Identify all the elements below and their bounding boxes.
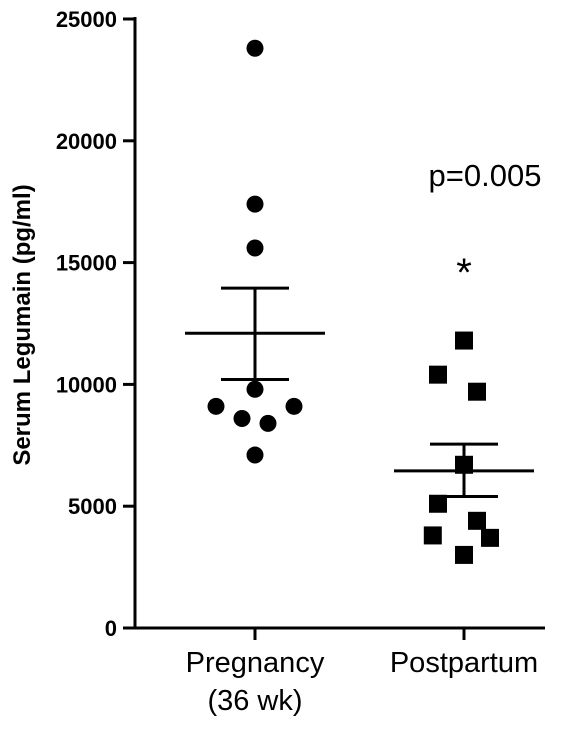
data-point (285, 397, 303, 415)
y-axis-label: Serum Legumain (pg/ml) (9, 184, 36, 465)
data-point (429, 494, 447, 513)
data-point (207, 397, 225, 415)
data-point (455, 331, 473, 350)
x-category-label: Pregnancy (186, 647, 325, 679)
y-tick-label: 25000 (56, 7, 117, 32)
data-point (246, 195, 264, 213)
y-tick-label: 15000 (56, 251, 117, 276)
data-point (233, 410, 251, 428)
data-point (246, 39, 264, 57)
data-point (246, 380, 264, 398)
data-point (481, 528, 499, 547)
y-tick-label: 20000 (56, 129, 117, 154)
y-tick-label: 10000 (56, 372, 117, 397)
data-point (455, 545, 473, 564)
y-tick-label: 0 (105, 616, 117, 641)
x-category-label: Postpartum (390, 647, 538, 679)
significance-star: * (456, 251, 472, 295)
data-point (246, 446, 264, 464)
data-point (423, 526, 442, 545)
data-point (468, 511, 486, 530)
data-point (259, 414, 277, 432)
plot-area: 0 5000 10000 15000 20000 25000 Pregnancy (36 wk… (56, 7, 545, 717)
y-tick-label: 5000 (68, 494, 117, 519)
data-point (468, 382, 486, 401)
p-value-annotation: p=0.005 (429, 158, 542, 193)
x-category-label: (36 wk) (207, 685, 302, 717)
data-point (246, 239, 264, 257)
data-point (429, 365, 447, 384)
